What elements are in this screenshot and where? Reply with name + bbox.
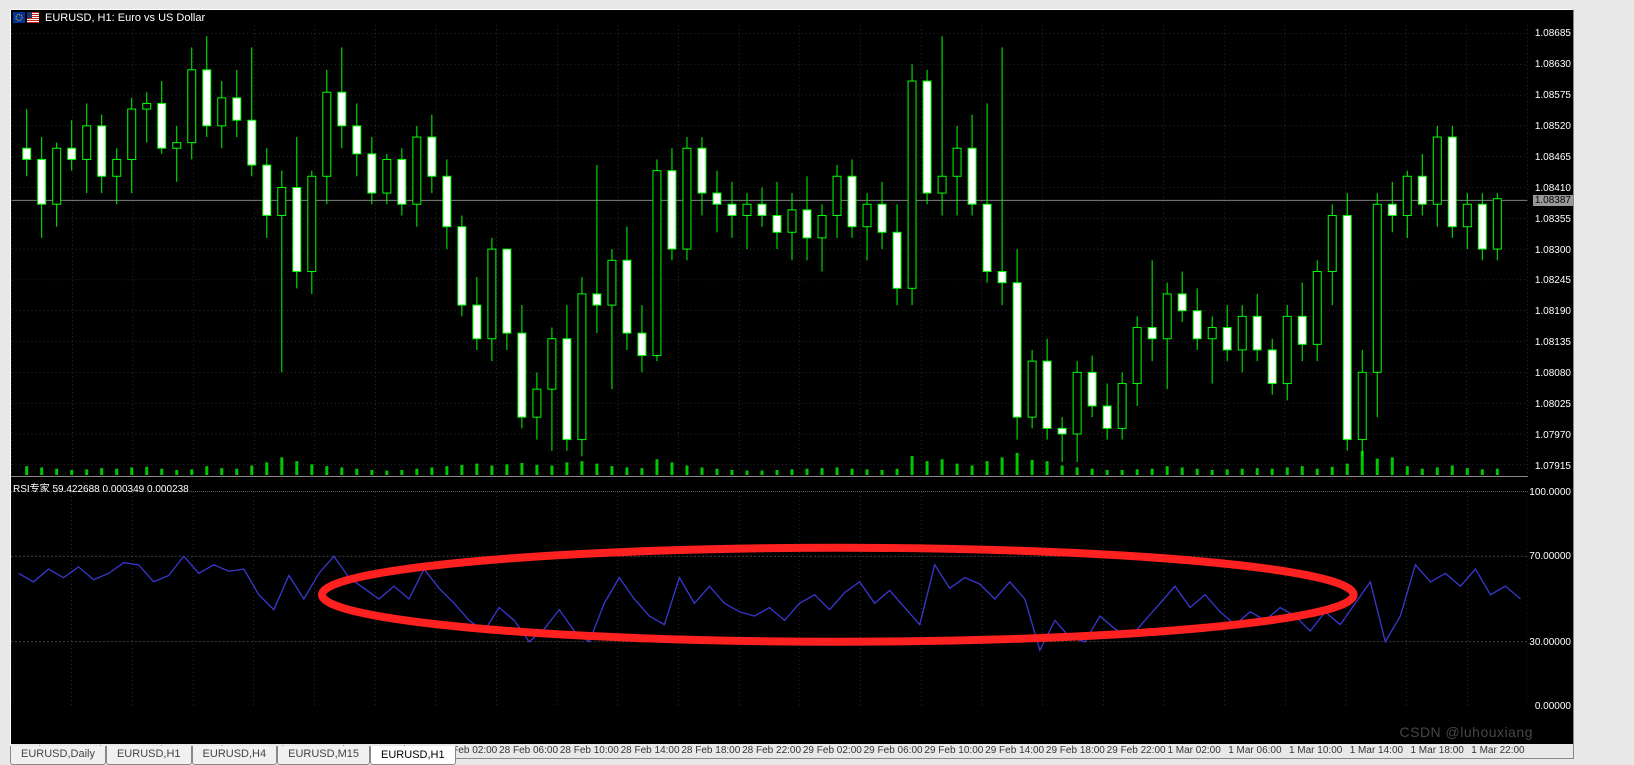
- price-chart-pane[interactable]: [11, 25, 1528, 477]
- indicator-tick: 70.00000: [1529, 551, 1571, 562]
- last-price-tag: 1.08387: [1533, 195, 1573, 206]
- price-tick: 1.08410: [1535, 183, 1571, 194]
- time-label: 28 Feb 10:00: [560, 745, 619, 756]
- indicator-tick: 0.00000: [1535, 701, 1571, 712]
- time-label: 29 Feb 06:00: [864, 745, 923, 756]
- price-tick: 1.08300: [1535, 245, 1571, 256]
- indicator-tick: 30.00000: [1529, 637, 1571, 648]
- chart-tabs: EURUSD,DailyEURUSD,H1EURUSD,H4EURUSD,M15…: [10, 746, 456, 765]
- chart-tab[interactable]: EURUSD,H4: [192, 746, 278, 765]
- time-label: 1 Mar 22:00: [1471, 745, 1524, 756]
- indicator-pane[interactable]: [11, 492, 1528, 706]
- price-tick: 1.08245: [1535, 275, 1571, 286]
- time-label: 29 Feb 18:00: [1046, 745, 1105, 756]
- chart-titlebar: EURUSD, H1: Euro vs US Dollar: [11, 10, 1573, 25]
- time-label: 1 Mar 02:00: [1167, 745, 1220, 756]
- time-label: 1 Mar 18:00: [1410, 745, 1463, 756]
- time-label: 29 Feb 10:00: [924, 745, 983, 756]
- price-tick: 1.08025: [1535, 399, 1571, 410]
- chart-tab[interactable]: EURUSD,Daily: [10, 746, 106, 765]
- price-tick: 1.08630: [1535, 59, 1571, 70]
- price-tick: 1.07915: [1535, 461, 1571, 472]
- price-axis: 1.07915 1.07970 1.08025 1.08080 1.08135 1.081…: [1528, 25, 1573, 477]
- flag-us-icon: [27, 12, 39, 23]
- price-tick: 1.08465: [1535, 152, 1571, 163]
- price-tick: 1.08520: [1535, 121, 1571, 132]
- time-label: 1 Mar 10:00: [1289, 745, 1342, 756]
- indicator-header: RSI专家 59.422688 0.000349 0.000238: [11, 480, 1528, 492]
- chart-tab[interactable]: EURUSD,H1: [106, 746, 192, 765]
- price-tick: 1.08080: [1535, 368, 1571, 379]
- watermark-text: CSDN @luhouxiang: [1400, 724, 1534, 740]
- chart-window: EURUSD, H1: Euro vs US Dollar 1.079151.0…: [10, 9, 1574, 759]
- flag-eu-icon: [13, 12, 25, 23]
- time-label: 29 Feb 22:00: [1107, 745, 1166, 756]
- chart-tab[interactable]: EURUSD,H1: [370, 746, 456, 765]
- price-tick: 1.07970: [1535, 430, 1571, 441]
- time-label: 28 Feb 06:00: [499, 745, 558, 756]
- chart-tab[interactable]: EURUSD,M15: [277, 746, 370, 765]
- time-label: 28 Feb 22:00: [742, 745, 801, 756]
- indicator-tick: 100.0000: [1529, 487, 1571, 498]
- price-tick: 1.08355: [1535, 214, 1571, 225]
- time-label: 28 Feb 18:00: [681, 745, 740, 756]
- time-label: 1 Mar 06:00: [1228, 745, 1281, 756]
- time-label: 28 Feb 14:00: [621, 745, 680, 756]
- indicator-axis: 0.0000030.0000070.00000100.0000: [1528, 480, 1573, 706]
- time-label: 29 Feb 14:00: [985, 745, 1044, 756]
- price-tick: 1.08685: [1535, 28, 1571, 39]
- price-tick: 1.08190: [1535, 306, 1571, 317]
- price-tick: 1.08575: [1535, 90, 1571, 101]
- chart-title: EURUSD, H1: Euro vs US Dollar: [45, 12, 205, 24]
- time-label: 1 Mar 14:00: [1350, 745, 1403, 756]
- time-label: 29 Feb 02:00: [803, 745, 862, 756]
- price-tick: 1.08135: [1535, 337, 1571, 348]
